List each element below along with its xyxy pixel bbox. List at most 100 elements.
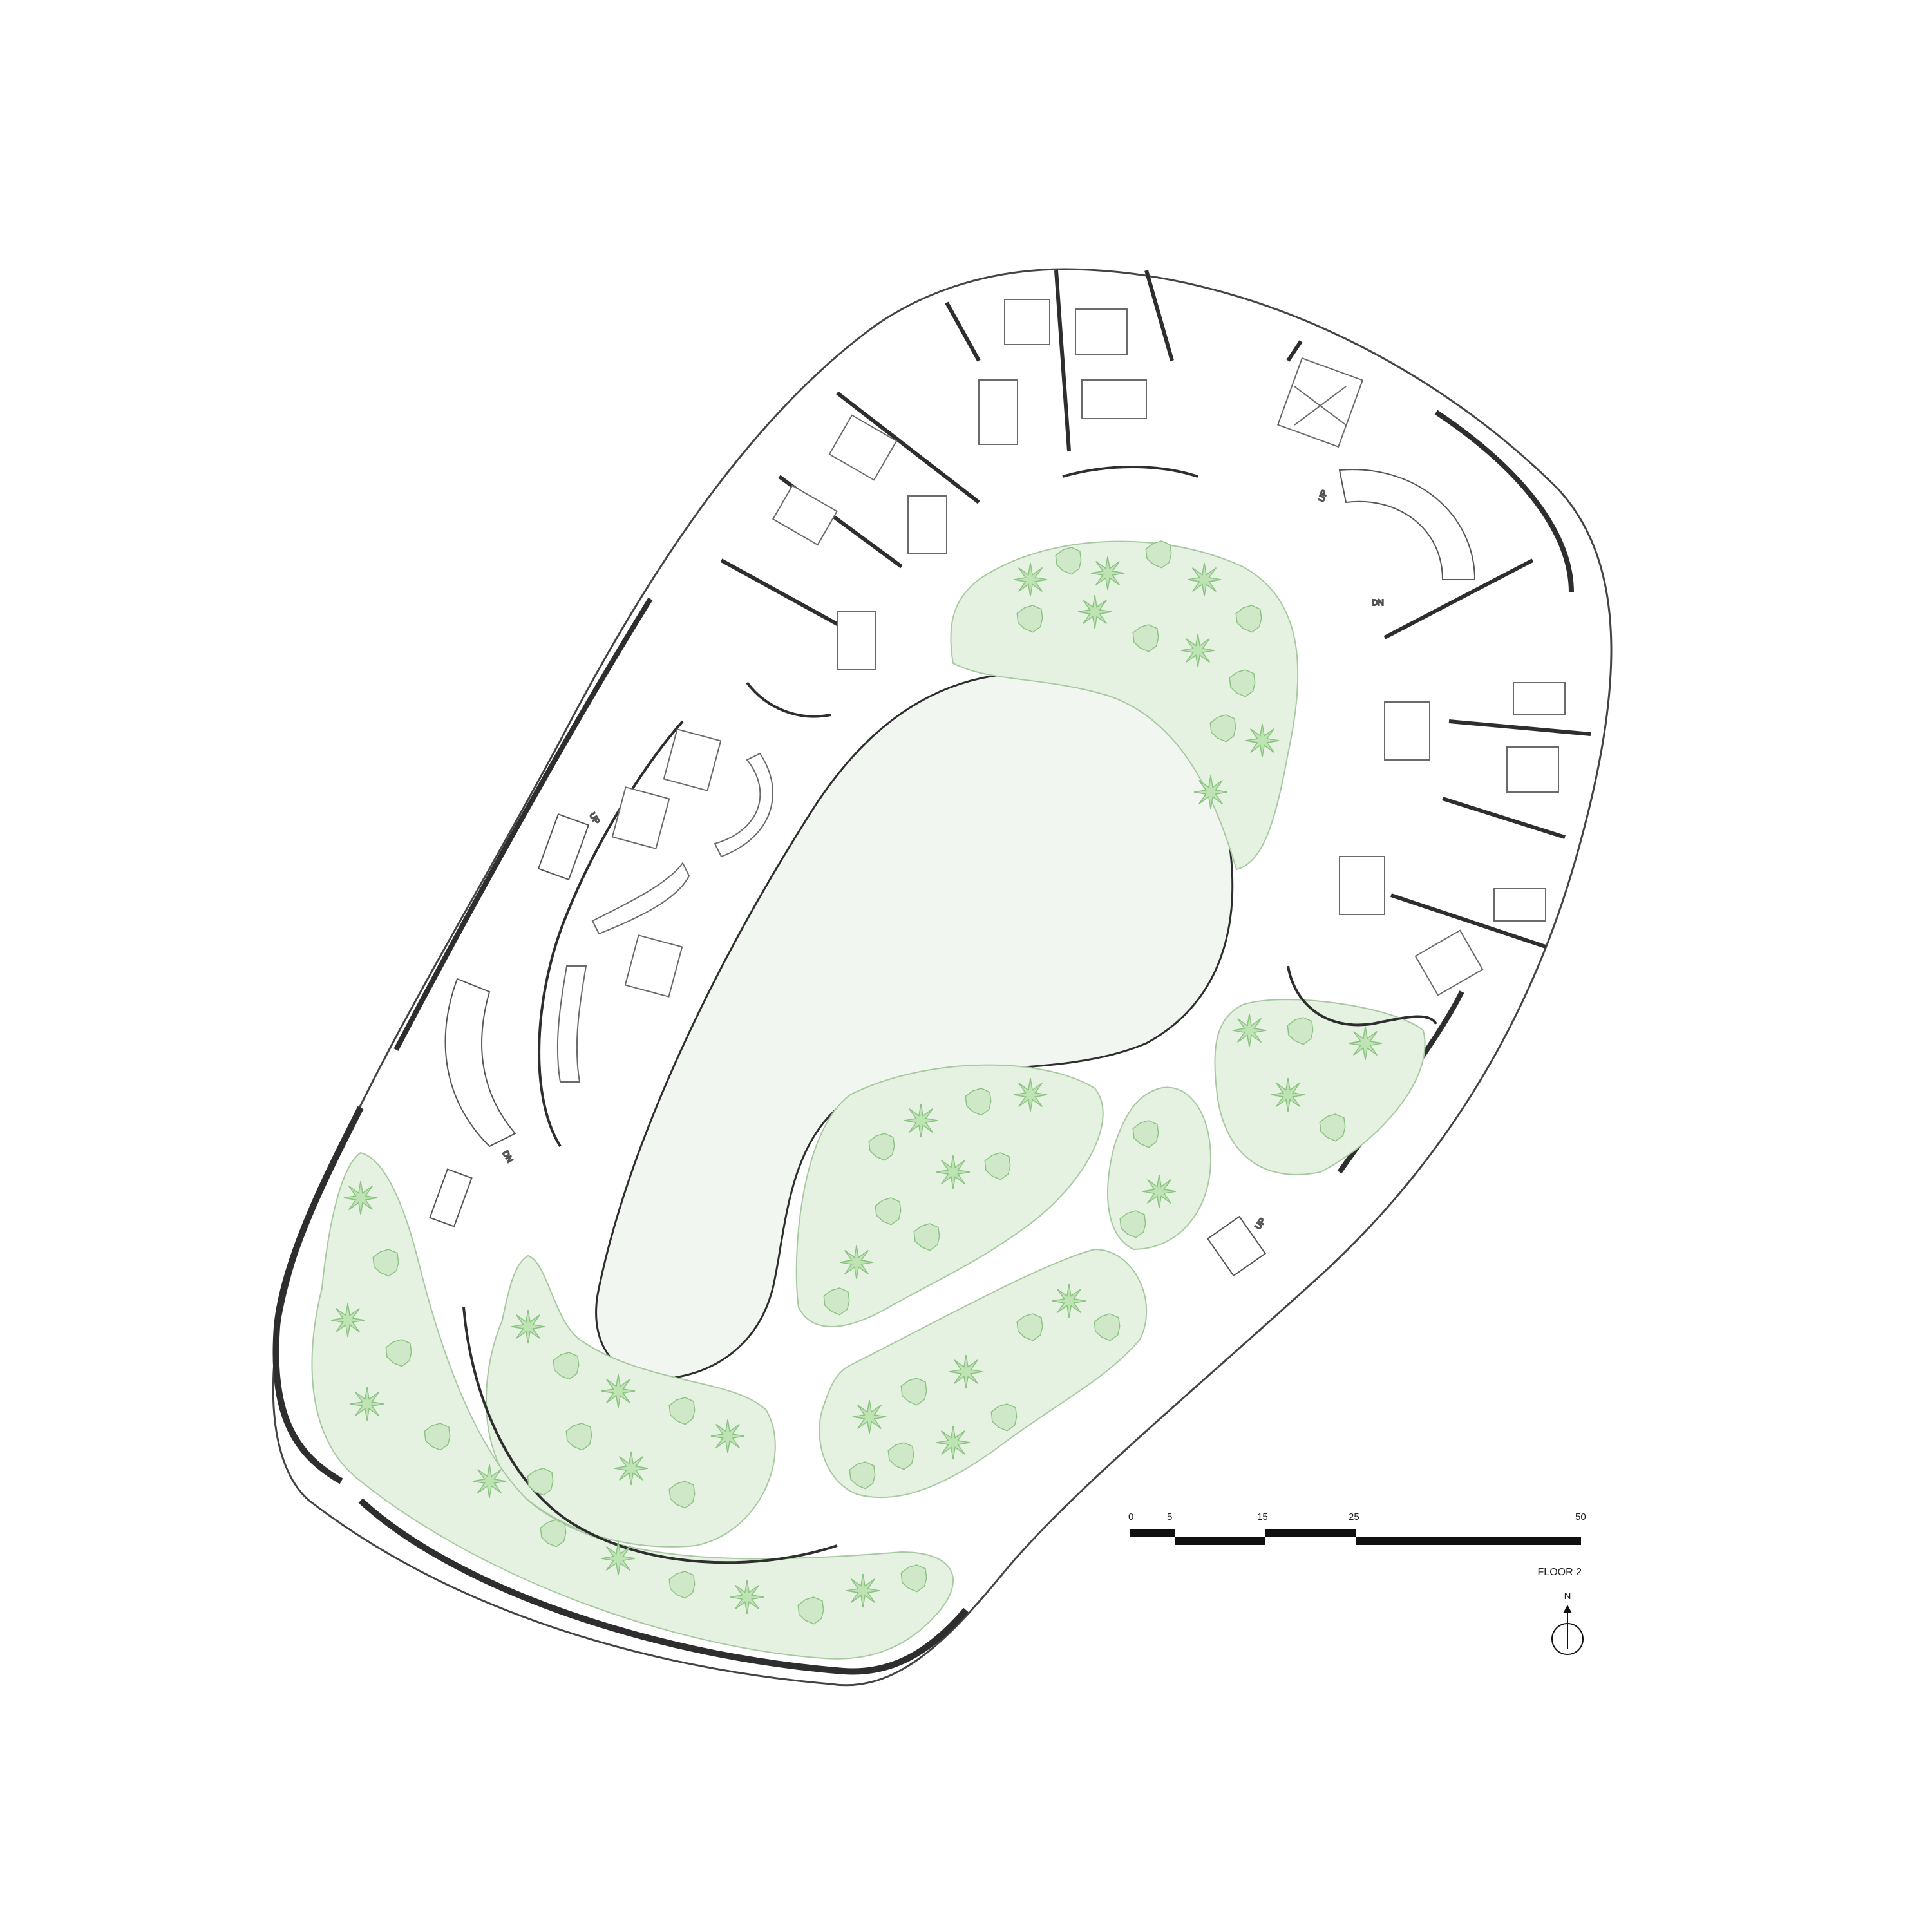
north-arrowhead — [1563, 1605, 1572, 1613]
party-wall — [720, 558, 851, 633]
shrub-icon — [1016, 605, 1043, 633]
shrub-icon — [527, 1468, 554, 1496]
planting-beds — [311, 540, 1426, 1660]
shrub-icon — [1319, 1113, 1346, 1142]
reception-counter — [591, 862, 690, 935]
plant-icon — [1193, 775, 1228, 810]
shrub-icon — [1094, 1313, 1121, 1341]
elevator-cross — [1294, 386, 1347, 426]
plant-icon — [511, 1309, 545, 1344]
plant-icon — [1180, 633, 1215, 668]
bathroom — [1081, 379, 1147, 419]
plant-icon — [936, 1425, 971, 1460]
plant-icon — [710, 1419, 745, 1454]
shrub-icon — [1055, 547, 1082, 575]
scale-bar: 0 5 15 25 50 — [1128, 1511, 1586, 1545]
stair-label-up-north: UP — [1316, 489, 1329, 503]
scale-segment — [1356, 1537, 1581, 1545]
furniture — [772, 299, 1566, 996]
facade-segment-south — [358, 1498, 969, 1675]
shrub-icon — [965, 1088, 992, 1116]
shrub-icon — [1132, 624, 1159, 652]
party-wall — [1442, 797, 1566, 839]
desk — [611, 786, 670, 849]
bed — [1506, 746, 1559, 793]
party-wall — [1448, 719, 1591, 736]
scale-label-25: 25 — [1349, 1511, 1359, 1522]
plant-icon — [350, 1387, 384, 1421]
north-arrow-icon: N — [1551, 1591, 1584, 1655]
planter-southwest-outer — [311, 1151, 954, 1660]
plant-icon — [1348, 1026, 1383, 1061]
plant-icon — [343, 1180, 378, 1215]
plant-icon — [1013, 1077, 1048, 1112]
party-wall — [1054, 270, 1071, 451]
bed — [1414, 929, 1484, 996]
stair-label-dn-north: DN — [1372, 598, 1384, 607]
shrub-icon — [1119, 1210, 1146, 1238]
plant-icon — [1090, 556, 1125, 591]
plant-icon — [1077, 594, 1112, 629]
bathroom — [1339, 856, 1385, 915]
bed — [1513, 682, 1566, 715]
plant-icon — [1271, 1077, 1305, 1112]
shrub-icon — [849, 1461, 876, 1490]
shrub-icon — [797, 1596, 824, 1625]
scale-label-15: 15 — [1257, 1511, 1268, 1522]
stair-label-up-west: UP — [587, 811, 601, 826]
desk — [624, 934, 683, 998]
bed — [1004, 299, 1050, 345]
corridor-curve-northwest — [746, 681, 831, 718]
scale-segments — [1130, 1530, 1581, 1545]
scale-segment — [1175, 1537, 1265, 1545]
stair-label-dn-west: DN — [500, 1149, 515, 1164]
shrub-icon — [668, 1571, 696, 1599]
scale-segment — [1265, 1530, 1356, 1537]
bed — [828, 414, 898, 481]
shrub-icon — [1287, 1017, 1314, 1045]
plant-icon — [614, 1451, 649, 1486]
bathroom — [978, 379, 1018, 445]
plant-icon — [852, 1399, 887, 1434]
plant-icon — [730, 1580, 764, 1615]
office-furniture — [556, 728, 773, 1083]
plant-icon — [1142, 1174, 1177, 1209]
stair-label-up-south: UP — [1253, 1216, 1267, 1231]
shrub-icon — [1235, 605, 1262, 633]
spiral-stair-north — [1338, 469, 1476, 580]
corridor-arc-north — [1062, 466, 1198, 478]
reception-counter — [556, 965, 587, 1083]
central-atrium — [595, 672, 1234, 1380]
bathroom — [837, 611, 876, 670]
party-wall — [1383, 558, 1534, 639]
facade-segment-northwest — [393, 597, 653, 1051]
facade-segment-west — [272, 1106, 364, 1484]
shrub-icon — [823, 1287, 850, 1316]
shrub-icon — [875, 1197, 902, 1226]
shrub-icon — [913, 1223, 940, 1251]
planter-southwest-inner — [486, 1255, 776, 1548]
bed — [772, 484, 838, 546]
shrub-icon — [900, 1564, 927, 1593]
plant-icon — [949, 1354, 983, 1389]
plant-icon — [1052, 1283, 1086, 1318]
shrub-icon — [868, 1133, 895, 1161]
plant-icon — [1232, 1013, 1267, 1048]
plant-icon — [846, 1573, 880, 1608]
plant-icon — [1013, 562, 1048, 597]
shrub-icon — [553, 1352, 580, 1380]
corridor-curve-east — [1287, 965, 1437, 1027]
shrub-icon — [424, 1423, 451, 1451]
party-wall — [1286, 340, 1303, 362]
plant-icon — [904, 1103, 938, 1138]
north-arrow-circle — [1551, 1623, 1584, 1655]
desk — [663, 728, 722, 791]
reception-counter — [714, 752, 773, 858]
plants — [330, 540, 1383, 1625]
corridor-walls — [462, 466, 1437, 1564]
floor-label: FLOOR 2 — [1538, 1567, 1582, 1578]
scale-label-50: 50 — [1575, 1511, 1586, 1522]
shrub-icon — [565, 1423, 592, 1451]
shrub-icon — [540, 1519, 567, 1548]
